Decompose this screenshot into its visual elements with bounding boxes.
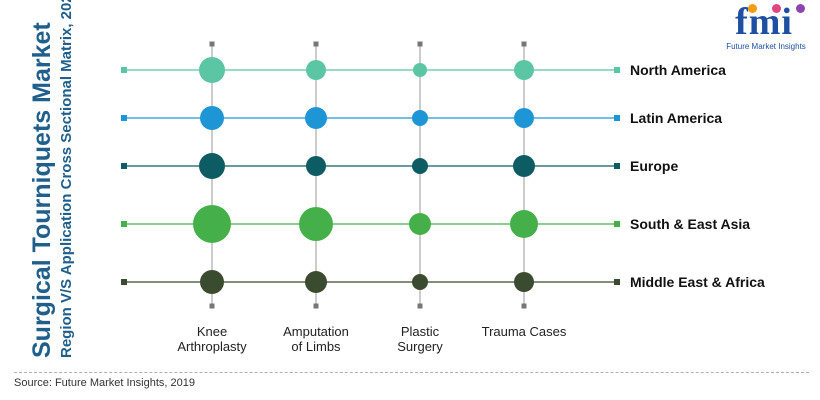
bubble (306, 60, 326, 80)
bubble (409, 213, 431, 235)
column-bottom-marker (209, 303, 215, 309)
row-start-marker (121, 279, 127, 285)
fmi-logo: fmi Future Market Insights (718, 1, 814, 54)
bubble (514, 60, 534, 80)
bubble (305, 107, 327, 129)
column-label-line: Trauma Cases (482, 324, 567, 339)
column-label-line: of Limbs (291, 339, 341, 354)
row-end-marker (614, 115, 620, 121)
column-top-marker (313, 41, 319, 47)
bubble (413, 63, 427, 77)
column-label-line: Knee (197, 324, 227, 339)
logo-dot-purple (796, 4, 805, 13)
bubble (412, 274, 428, 290)
row-label: North America (630, 62, 726, 78)
column-top-marker (209, 41, 215, 47)
bubble (305, 271, 327, 293)
bubble-matrix-chart: Knee Arthroplasty Amputation of Limbs Plasti… (121, 41, 765, 354)
bubble (199, 57, 225, 83)
column-bottom-marker (417, 303, 423, 309)
bubble (513, 155, 535, 177)
row-label: Latin America (630, 110, 722, 126)
column-label: Knee Arthroplasty (177, 324, 247, 354)
bubble (199, 153, 225, 179)
bubble (200, 106, 224, 130)
row-end-marker (614, 67, 620, 73)
bubble (412, 110, 428, 126)
row-start-marker (121, 221, 127, 227)
column-top-marker (417, 41, 423, 47)
row-start-marker (121, 67, 127, 73)
row-start-marker (121, 115, 127, 121)
row-label: Europe (630, 158, 678, 174)
logo-tagline: Future Market Insights (726, 42, 806, 51)
column-label: Plastic Surgery (397, 324, 443, 354)
bubble (514, 108, 534, 128)
column-label-line: Plastic (401, 324, 440, 339)
column-label-line: Surgery (397, 339, 443, 354)
column-label: Trauma Cases (482, 324, 567, 339)
bubble (200, 270, 224, 294)
column-label: Amputation of Limbs (283, 324, 349, 354)
bubble (514, 272, 534, 292)
logo-dot-orange (748, 4, 757, 13)
column-bottom-marker (521, 303, 527, 309)
column-label-line: Amputation (283, 324, 349, 339)
source-divider (14, 372, 809, 373)
bubble (299, 207, 333, 241)
bubble (412, 158, 428, 174)
row-label: South & East Asia (630, 216, 750, 232)
row-end-marker (614, 221, 620, 227)
bubble (193, 205, 231, 243)
source-note: Source: Future Market Insights, 2019 (14, 377, 195, 389)
row-start-marker (121, 163, 127, 169)
column-top-marker (521, 41, 527, 47)
logo-dot-pink (772, 4, 781, 13)
row-end-marker (614, 163, 620, 169)
logo-word: fmi (735, 1, 793, 43)
row-end-marker (614, 279, 620, 285)
column-bottom-marker (313, 303, 319, 309)
bubble (306, 156, 326, 176)
row-label: Middle East & Africa (630, 274, 765, 290)
bubble (510, 210, 538, 238)
column-label-line: Arthroplasty (177, 339, 247, 354)
